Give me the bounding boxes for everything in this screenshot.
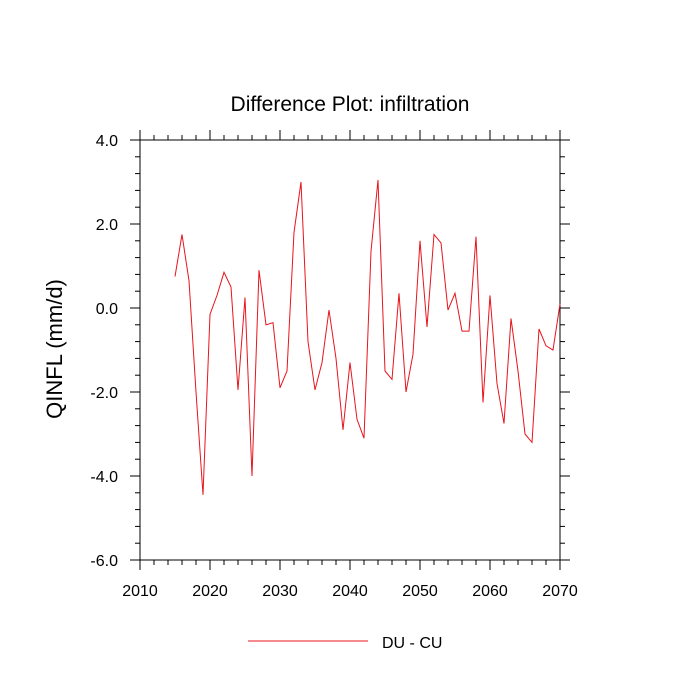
y-tick-label: -2.0 [90,385,118,402]
x-tick-label: 2010 [122,583,158,600]
legend-label: DU - CU [382,635,442,652]
series-group [174,179,561,495]
y-tick-label: -6.0 [90,553,118,570]
series-line [174,179,561,495]
axis-ticks [130,130,570,570]
chart-title: Difference Plot: infiltration [231,93,470,116]
plot-border [139,139,561,561]
x-tick-label: 2030 [262,583,298,600]
plot-frame [139,139,561,561]
x-axis-tick-labels: 2010 2020 2030 2040 2050 2060 2070 [122,583,578,600]
y-tick-label: 2.0 [96,217,118,234]
y-axis-label: QINFL (mm/d) [42,279,67,419]
y-tick-label: 0.0 [96,301,118,318]
y-tick-label: 4.0 [96,133,118,150]
y-axis-tick-labels: -6.0 -4.0 -2.0 0.0 2.0 4.0 [90,133,118,570]
x-tick-label: 2070 [542,583,578,600]
x-tick-label: 2040 [332,583,368,600]
legend: DU - CU [248,635,442,652]
x-tick-label: 2060 [472,583,508,600]
x-tick-label: 2020 [192,583,228,600]
x-tick-label: 2050 [402,583,438,600]
y-tick-label: -4.0 [90,469,118,486]
